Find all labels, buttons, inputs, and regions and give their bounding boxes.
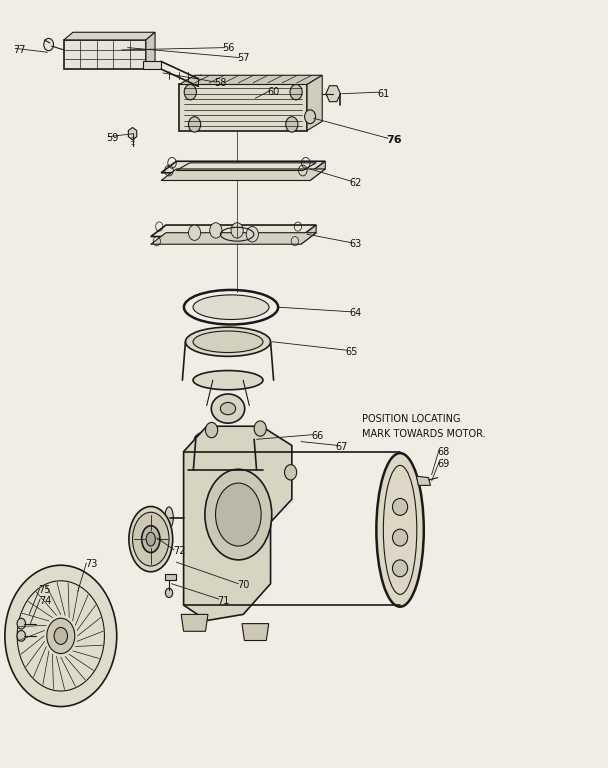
Polygon shape (64, 40, 146, 69)
Polygon shape (161, 161, 325, 173)
Circle shape (286, 117, 298, 132)
Ellipse shape (133, 512, 169, 566)
Circle shape (305, 110, 316, 124)
Text: 73: 73 (85, 559, 97, 570)
Ellipse shape (185, 327, 271, 356)
Polygon shape (301, 225, 316, 244)
Ellipse shape (215, 483, 261, 546)
Polygon shape (143, 61, 161, 69)
Ellipse shape (193, 331, 263, 353)
Circle shape (17, 618, 26, 629)
Circle shape (47, 618, 75, 654)
Ellipse shape (129, 507, 173, 571)
Text: 65: 65 (345, 346, 358, 357)
Ellipse shape (220, 402, 236, 415)
Circle shape (17, 631, 26, 641)
Polygon shape (179, 84, 307, 131)
Text: 68: 68 (438, 446, 450, 457)
Polygon shape (307, 75, 322, 131)
Ellipse shape (392, 498, 407, 515)
Polygon shape (146, 32, 155, 69)
Ellipse shape (193, 370, 263, 390)
Text: 61: 61 (377, 88, 389, 99)
Circle shape (285, 465, 297, 480)
Ellipse shape (193, 295, 269, 319)
Polygon shape (326, 86, 340, 101)
Polygon shape (179, 75, 322, 84)
Ellipse shape (201, 462, 249, 475)
Ellipse shape (392, 560, 407, 577)
Text: 70: 70 (237, 580, 249, 591)
Circle shape (210, 223, 222, 238)
Text: 76: 76 (386, 134, 402, 145)
Circle shape (188, 225, 201, 240)
Circle shape (5, 565, 117, 707)
Polygon shape (161, 169, 325, 180)
Text: POSITION LOCATING
MARK TOWARDS MOTOR.: POSITION LOCATING MARK TOWARDS MOTOR. (362, 414, 485, 439)
Polygon shape (181, 614, 208, 631)
Circle shape (231, 223, 243, 238)
Ellipse shape (142, 526, 160, 553)
Polygon shape (310, 161, 325, 180)
Polygon shape (151, 233, 316, 244)
Circle shape (54, 627, 67, 644)
Ellipse shape (212, 394, 244, 423)
Ellipse shape (165, 507, 173, 528)
Circle shape (290, 84, 302, 100)
Text: 58: 58 (214, 78, 226, 88)
Text: 62: 62 (350, 177, 362, 188)
Circle shape (165, 588, 173, 598)
Circle shape (44, 38, 54, 51)
Text: 59: 59 (106, 133, 119, 144)
Polygon shape (151, 225, 316, 237)
Polygon shape (416, 476, 430, 485)
Polygon shape (184, 426, 292, 621)
Polygon shape (64, 32, 155, 40)
Ellipse shape (205, 469, 272, 560)
Ellipse shape (392, 529, 407, 546)
Ellipse shape (201, 432, 249, 447)
Ellipse shape (195, 429, 255, 450)
Text: 64: 64 (350, 308, 362, 319)
Polygon shape (128, 127, 137, 140)
Polygon shape (165, 574, 176, 580)
Text: 60: 60 (268, 87, 280, 98)
Circle shape (254, 421, 266, 436)
Ellipse shape (197, 75, 204, 89)
Ellipse shape (146, 532, 155, 546)
Text: 77: 77 (13, 45, 26, 55)
Text: 74: 74 (40, 595, 52, 606)
Circle shape (246, 227, 258, 242)
Text: 71: 71 (218, 595, 230, 606)
Text: 72: 72 (173, 546, 186, 557)
Text: 57: 57 (237, 53, 250, 64)
Circle shape (206, 422, 218, 438)
Circle shape (188, 117, 201, 132)
Circle shape (184, 84, 196, 100)
Text: 63: 63 (350, 239, 362, 250)
Text: 75: 75 (38, 584, 50, 595)
Text: 56: 56 (222, 42, 234, 53)
Text: 69: 69 (438, 458, 450, 469)
Text: 67: 67 (336, 442, 348, 452)
Text: 66: 66 (311, 431, 323, 442)
Polygon shape (242, 624, 269, 641)
Ellipse shape (376, 453, 424, 607)
